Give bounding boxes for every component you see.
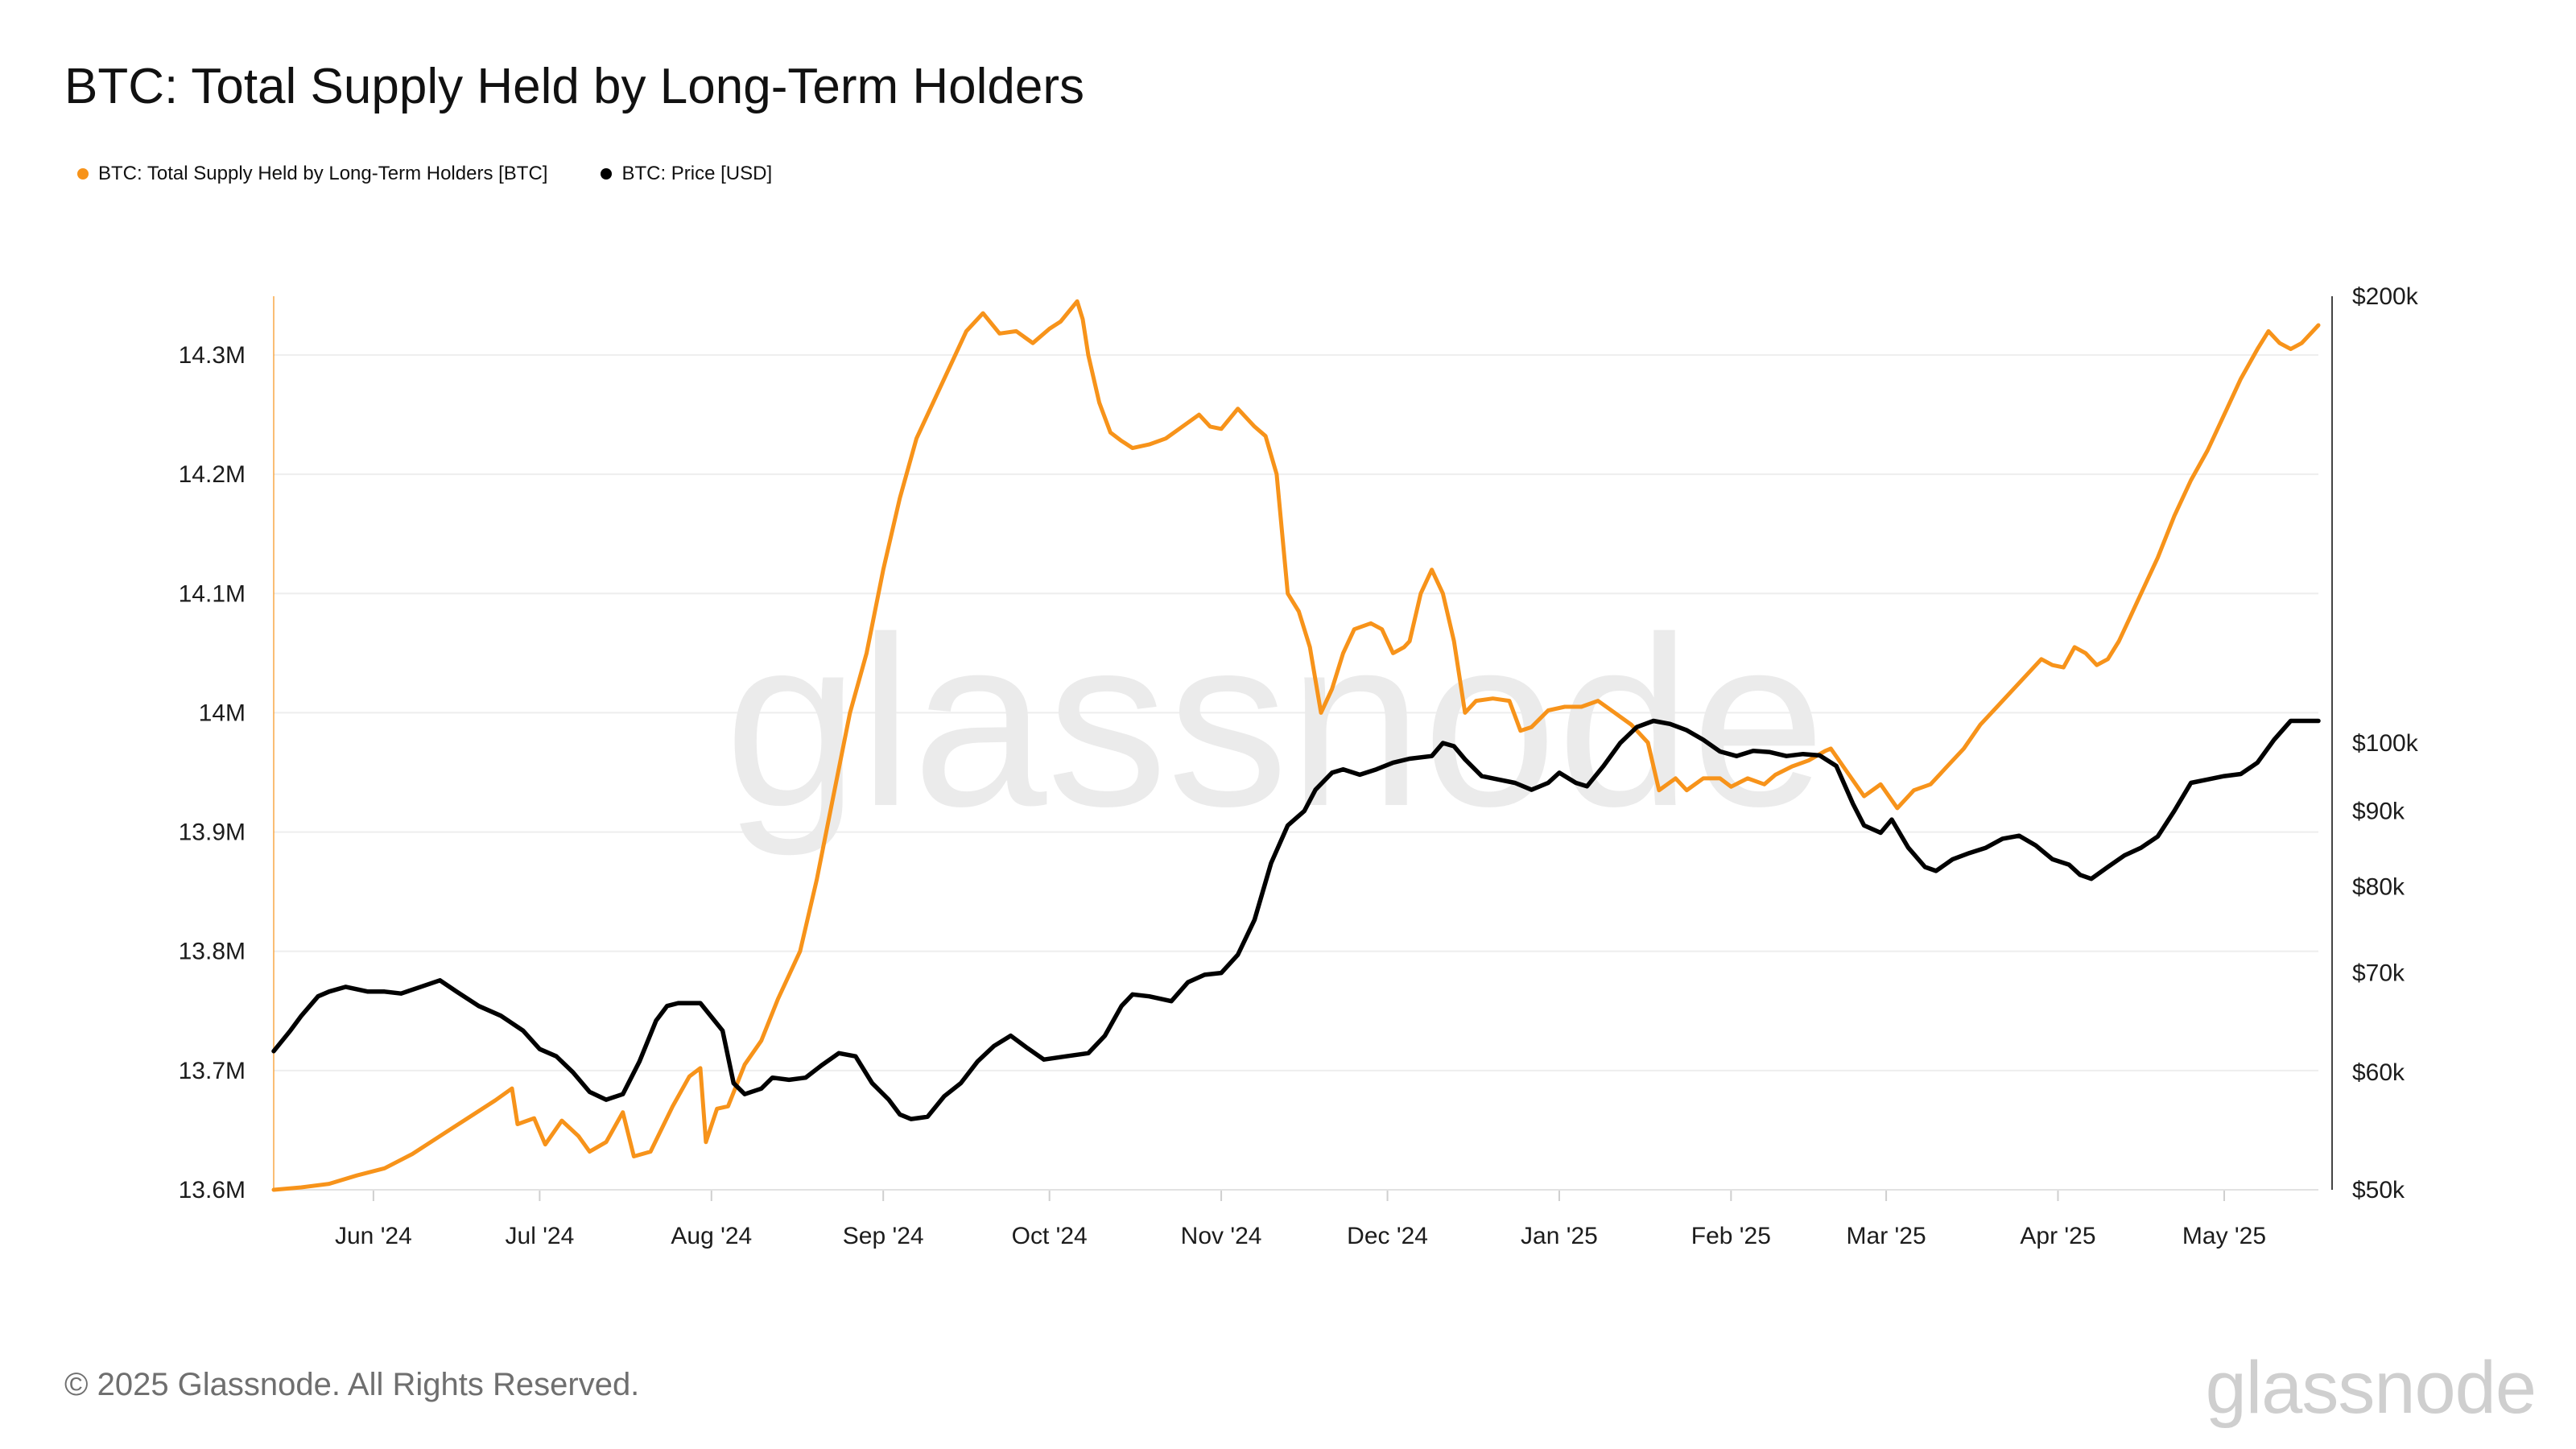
axes (273, 296, 2333, 1201)
y-right-tick-label: $60k (2352, 1059, 2405, 1086)
y-right-tick-label: $90k (2352, 798, 2405, 824)
x-tick-label: Jan '25 (1521, 1223, 1598, 1249)
y-left-tick-label: 14.2M (179, 461, 246, 488)
x-tick-label: May '25 (2182, 1223, 2266, 1249)
x-tick-label: Jul '24 (506, 1223, 575, 1249)
y-left-tick-label: 13.9M (179, 819, 246, 846)
y-left-tick-label: 13.6M (179, 1177, 246, 1203)
y-right-tick-label: $100k (2352, 730, 2419, 757)
glassnode-logo: glassnode (2205, 1347, 2537, 1429)
y-right-tick-label: $70k (2352, 960, 2405, 987)
x-tick-label: Feb '25 (1691, 1223, 1771, 1249)
series-lth-supply-line (271, 299, 2321, 1192)
x-tick-label: Oct '24 (1012, 1223, 1088, 1249)
x-tick-label: Dec '24 (1347, 1223, 1428, 1249)
watermark: glassnode (724, 586, 1826, 858)
y-left-tick-label: 14.1M (179, 580, 246, 607)
copyright-footer: © 2025 Glassnode. All Rights Reserved. (64, 1367, 640, 1402)
legend-label-lth-supply: BTC: Total Supply Held by Long-Term Hold… (98, 163, 548, 184)
legend-item-price[interactable]: BTC: Price [USD] (601, 163, 772, 185)
series-lines (271, 299, 2321, 1192)
x-tick-label: Nov '24 (1181, 1223, 1262, 1249)
legend-label-price: BTC: Price [USD] (621, 163, 773, 184)
y-left-tick-label: 14.3M (179, 342, 246, 369)
x-tick-label: Jun '24 (335, 1223, 412, 1249)
x-tick-label: Aug '24 (671, 1223, 752, 1249)
legend-swatch-orange (77, 168, 89, 180)
y-left-tick-label: 13.8M (179, 939, 246, 965)
chart-legend: BTC: Total Supply Held by Long-Term Hold… (77, 163, 772, 185)
tick-labels: 13.6M 13.7M 13.8M 13.9M 14M 14.1M 14.2M 14.3M $5… (179, 283, 2419, 1249)
legend-item-lth-supply[interactable]: BTC: Total Supply Held by Long-Term Hold… (77, 163, 547, 185)
y-right-tick-label: $200k (2352, 283, 2419, 310)
chart-title: BTC: Total Supply Held by Long-Term Hold… (64, 59, 1084, 114)
legend-swatch-black (601, 168, 613, 180)
series-price-line (271, 718, 2321, 1121)
y-right-tick-label: $80k (2352, 874, 2405, 901)
x-tick-label: Mar '25 (1847, 1223, 1926, 1249)
y-left-tick-label: 13.7M (179, 1058, 246, 1084)
y-left-tick-label: 14M (199, 700, 246, 726)
x-tick-label: Sep '24 (843, 1223, 924, 1249)
x-tick-label: Apr '25 (2020, 1223, 2095, 1249)
y-right-tick-label: $50k (2352, 1177, 2405, 1203)
